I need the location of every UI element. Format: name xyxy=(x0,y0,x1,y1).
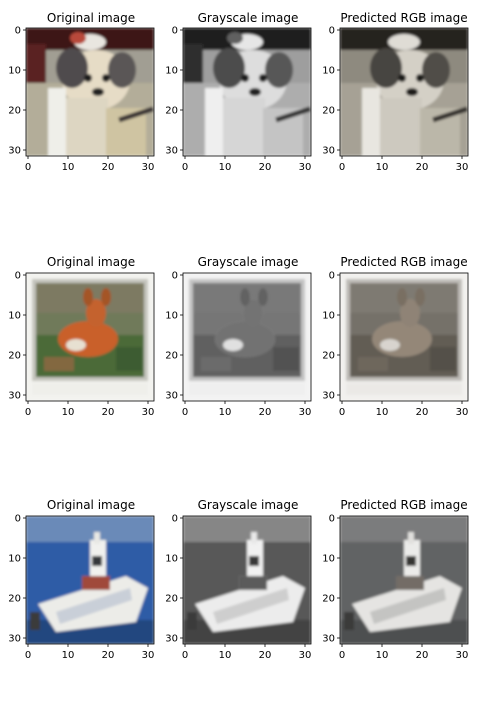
x-tick-label: 20 xyxy=(259,162,272,173)
y-tick-label: 30 xyxy=(8,634,21,645)
image-panel-predicted-deer xyxy=(339,272,469,402)
x-tick-label: 10 xyxy=(376,162,389,173)
y-tick-label: 10 xyxy=(322,66,335,77)
panel-title: Original image xyxy=(47,498,135,512)
panel-title: Predicted RGB image xyxy=(340,498,467,512)
x-tick-label: 20 xyxy=(102,162,115,173)
y-tick-label: 0 xyxy=(329,514,335,525)
x-tick-label: 30 xyxy=(456,650,469,661)
panel-title: Original image xyxy=(47,255,135,269)
axis-ticks: 0 10 20 30 0 10 20 30 0 10 20 30 0 10 20 30 0 10 20 30 0 10 20… xyxy=(8,26,468,662)
panel-title: Grayscale image xyxy=(198,255,299,269)
x-tick-label: 20 xyxy=(416,162,429,173)
x-tick-label: 20 xyxy=(102,650,115,661)
y-tick-label: 0 xyxy=(329,271,335,282)
x-tick-label: 30 xyxy=(142,650,155,661)
y-tick-label: 30 xyxy=(322,634,335,645)
y-tick-label: 20 xyxy=(8,351,21,362)
x-tick-label: 0 xyxy=(25,162,31,173)
y-tick-label: 0 xyxy=(172,271,178,282)
x-tick-label: 30 xyxy=(456,407,469,418)
x-tick-label: 10 xyxy=(376,650,389,661)
x-tick-label: 0 xyxy=(25,407,31,418)
y-tick-label: 30 xyxy=(8,146,21,157)
x-tick-label: 20 xyxy=(416,650,429,661)
y-tick-label: 10 xyxy=(165,311,178,322)
y-tick-label: 10 xyxy=(8,66,21,77)
y-tick-label: 10 xyxy=(8,311,21,322)
image-panel-original-dog xyxy=(25,27,155,157)
x-tick-label: 10 xyxy=(219,650,232,661)
y-tick-label: 20 xyxy=(165,594,178,605)
y-tick-label: 30 xyxy=(165,146,178,157)
y-tick-label: 20 xyxy=(165,351,178,362)
y-tick-label: 20 xyxy=(322,594,335,605)
image-panel-grayscale-boat xyxy=(182,515,312,645)
x-tick-label: 0 xyxy=(182,407,188,418)
y-tick-label: 20 xyxy=(8,106,21,117)
y-tick-label: 20 xyxy=(8,594,21,605)
image-panel-grayscale-dog xyxy=(182,27,312,157)
row-1: Original image Grayscale image Predicted… xyxy=(25,11,469,157)
y-tick-label: 0 xyxy=(15,26,21,37)
y-tick-label: 20 xyxy=(322,351,335,362)
panel-title: Predicted RGB image xyxy=(340,255,467,269)
y-tick-label: 10 xyxy=(165,554,178,565)
x-tick-label: 10 xyxy=(62,162,75,173)
row-3: Original image Grayscale image Predicted… xyxy=(25,498,469,645)
row-2: Original image Grayscale image Predicted… xyxy=(25,255,469,402)
x-tick-label: 0 xyxy=(182,650,188,661)
x-tick-label: 20 xyxy=(259,407,272,418)
x-tick-label: 30 xyxy=(299,407,312,418)
x-tick-label: 30 xyxy=(142,162,155,173)
x-tick-label: 20 xyxy=(416,407,429,418)
x-tick-label: 10 xyxy=(62,650,75,661)
y-tick-label: 0 xyxy=(329,26,335,37)
y-tick-label: 0 xyxy=(172,26,178,37)
x-tick-label: 0 xyxy=(339,162,345,173)
y-tick-label: 30 xyxy=(322,391,335,402)
panel-title: Predicted RGB image xyxy=(340,11,467,25)
y-tick-label: 0 xyxy=(172,514,178,525)
x-tick-label: 0 xyxy=(339,407,345,418)
y-tick-label: 30 xyxy=(322,146,335,157)
y-tick-label: 0 xyxy=(15,271,21,282)
x-tick-label: 10 xyxy=(376,407,389,418)
image-panel-grayscale-deer xyxy=(182,272,312,402)
x-tick-label: 0 xyxy=(339,650,345,661)
y-tick-label: 30 xyxy=(165,634,178,645)
image-panel-predicted-boat xyxy=(339,515,469,645)
y-tick-label: 0 xyxy=(15,514,21,525)
y-tick-label: 30 xyxy=(165,391,178,402)
y-tick-label: 10 xyxy=(165,66,178,77)
x-tick-label: 30 xyxy=(456,162,469,173)
image-panel-original-deer xyxy=(25,272,155,402)
x-tick-label: 0 xyxy=(182,162,188,173)
y-tick-label: 20 xyxy=(322,106,335,117)
y-tick-label: 10 xyxy=(322,311,335,322)
x-tick-label: 10 xyxy=(219,407,232,418)
image-panel-predicted-dog xyxy=(339,27,469,157)
panel-title: Grayscale image xyxy=(198,11,299,25)
x-tick-label: 10 xyxy=(219,162,232,173)
image-panel-original-boat xyxy=(25,515,155,645)
x-tick-label: 20 xyxy=(259,650,272,661)
x-tick-label: 10 xyxy=(62,407,75,418)
x-tick-label: 30 xyxy=(142,407,155,418)
panel-title: Grayscale image xyxy=(198,498,299,512)
y-tick-label: 10 xyxy=(322,554,335,565)
x-tick-label: 30 xyxy=(299,650,312,661)
y-tick-label: 30 xyxy=(8,391,21,402)
x-tick-label: 20 xyxy=(102,407,115,418)
y-tick-label: 20 xyxy=(165,106,178,117)
x-tick-label: 0 xyxy=(25,650,31,661)
x-tick-label: 30 xyxy=(299,162,312,173)
panel-title: Original image xyxy=(47,11,135,25)
y-tick-label: 10 xyxy=(8,554,21,565)
